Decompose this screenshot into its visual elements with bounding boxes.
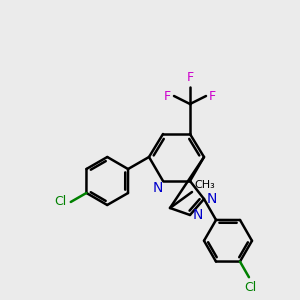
- Text: N: N: [153, 181, 163, 195]
- Text: F: F: [164, 89, 171, 103]
- Text: Cl: Cl: [244, 281, 256, 294]
- Text: N: N: [193, 208, 203, 222]
- Text: F: F: [186, 71, 194, 84]
- Text: F: F: [209, 89, 216, 103]
- Text: Cl: Cl: [55, 196, 67, 208]
- Text: CH₃: CH₃: [194, 180, 215, 190]
- Text: N: N: [207, 192, 217, 206]
